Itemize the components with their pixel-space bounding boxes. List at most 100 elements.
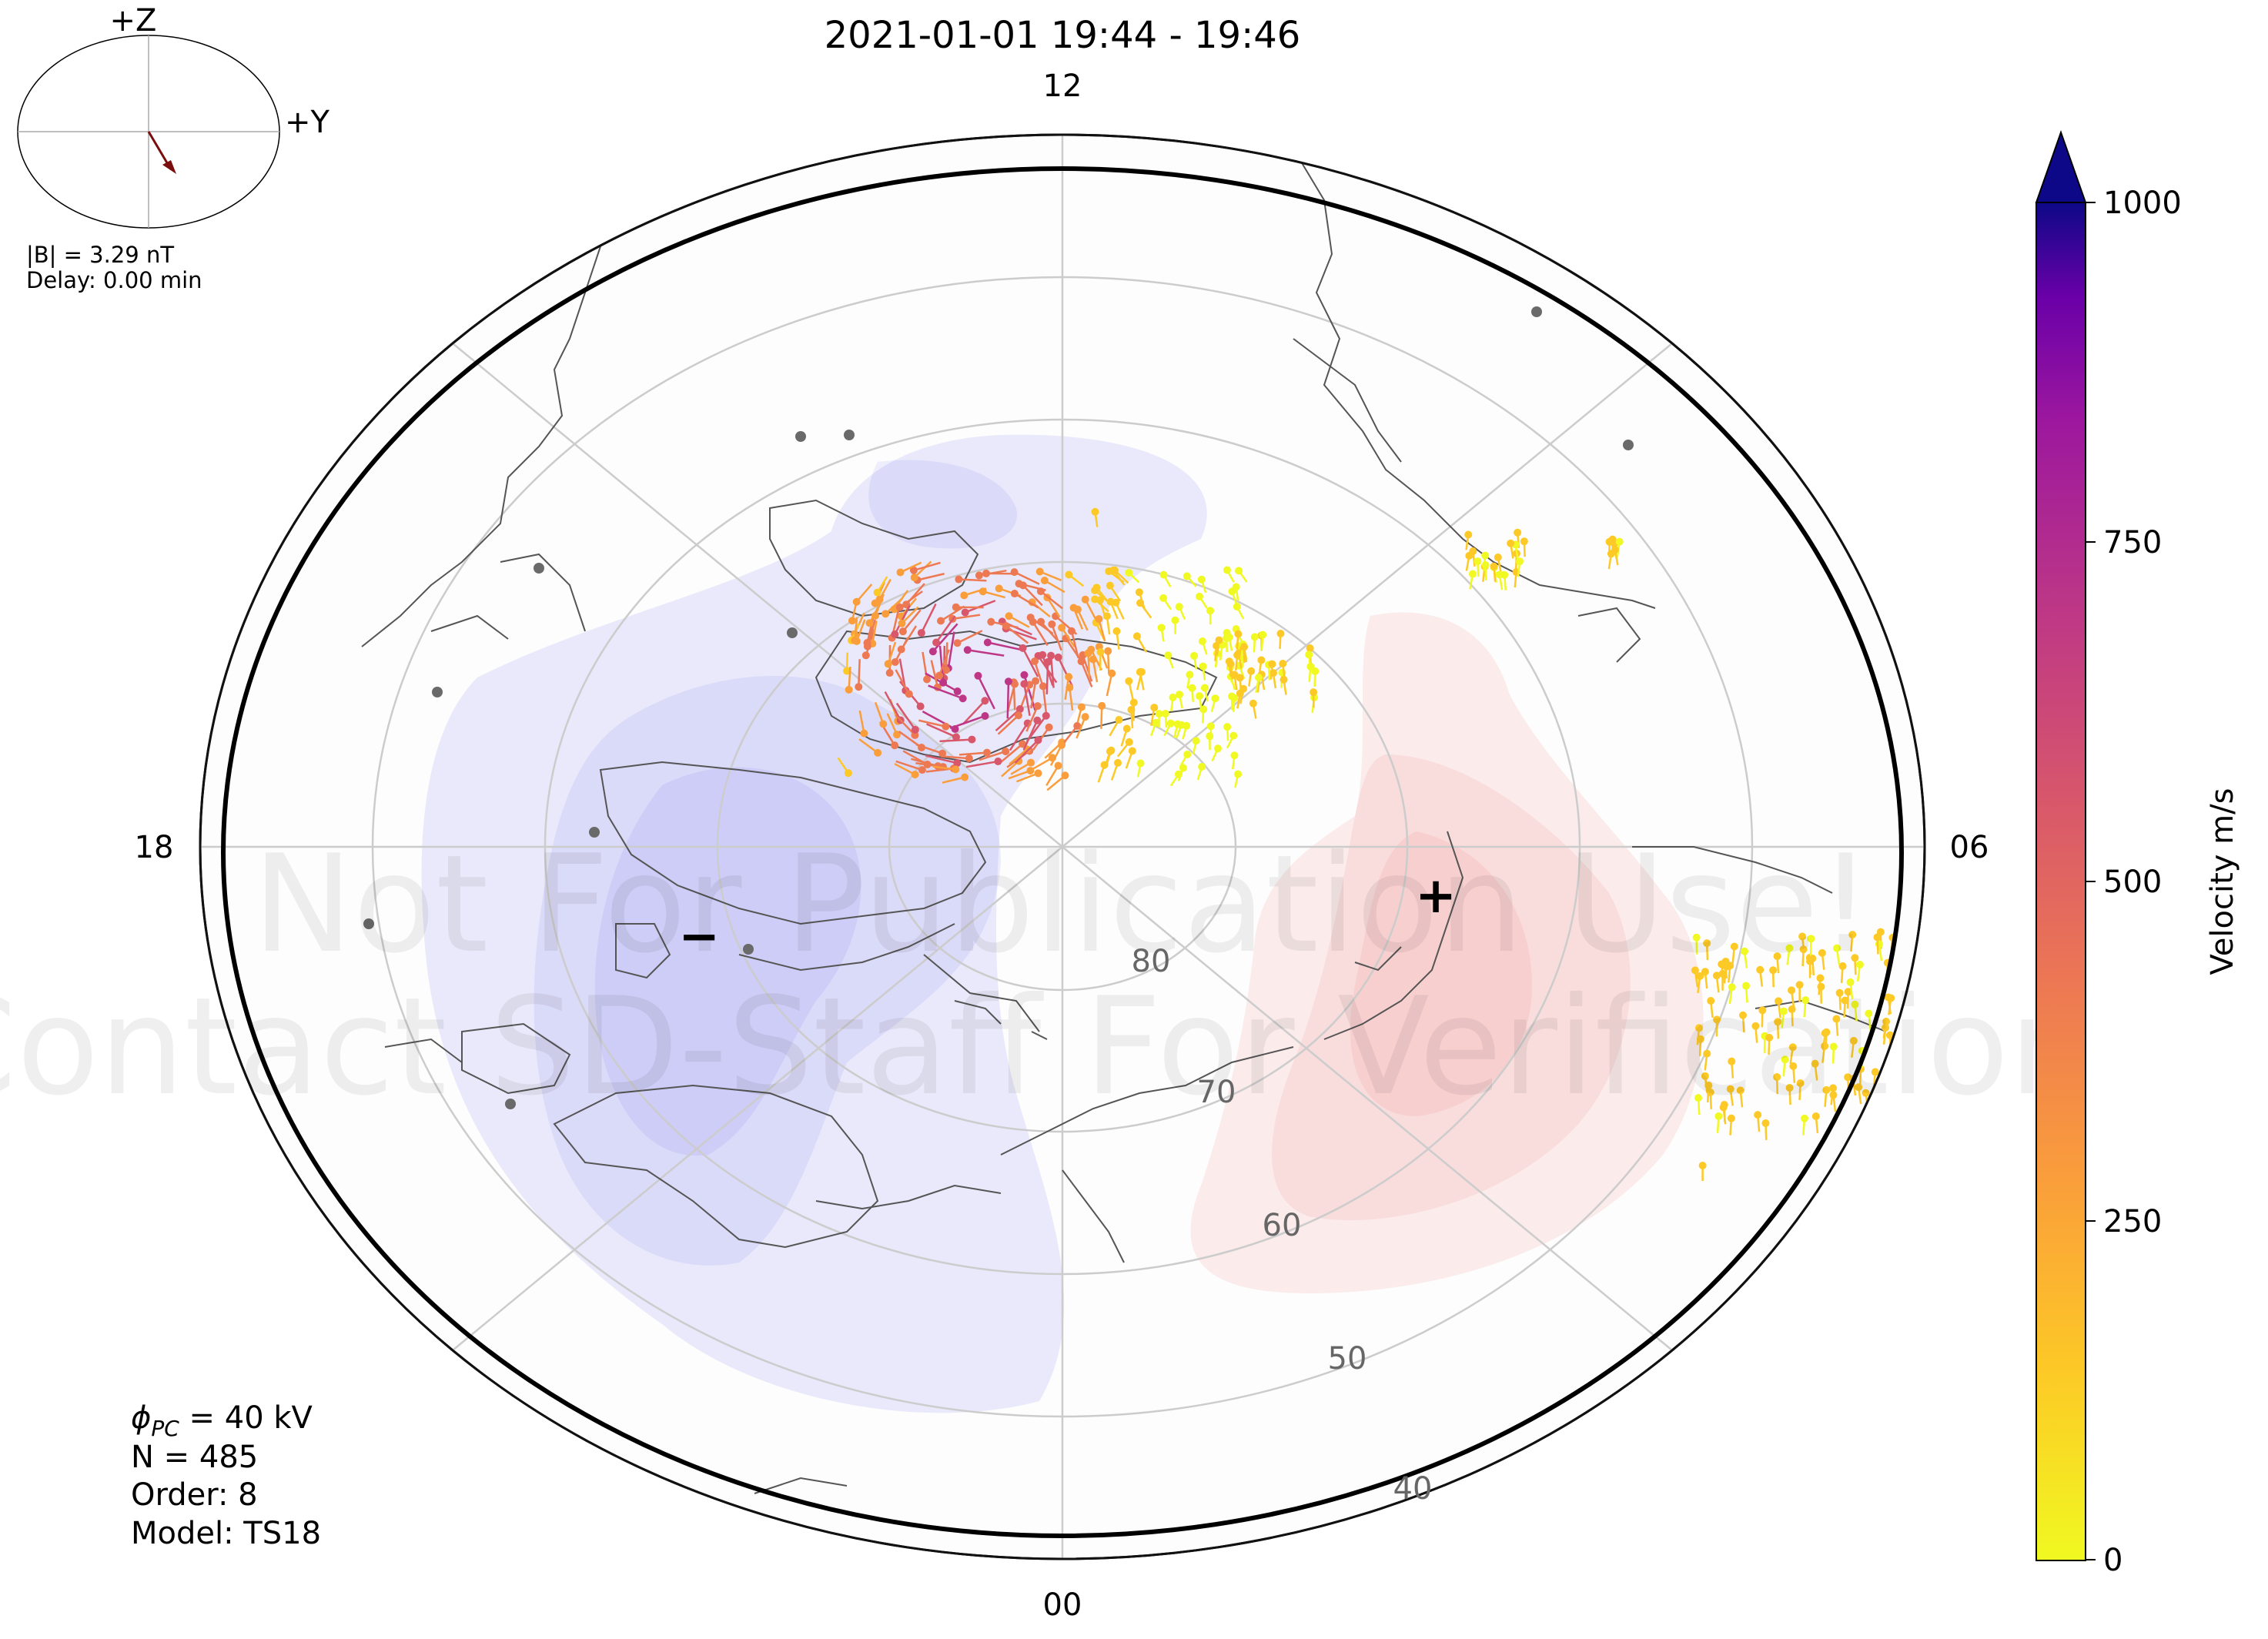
colorbar-tick-500: 500 xyxy=(2103,865,2162,900)
imf-arrow-head xyxy=(162,160,176,174)
vector-origin xyxy=(1520,537,1528,546)
vector-origin xyxy=(1102,612,1111,620)
vector-origin xyxy=(1122,724,1131,733)
vector-origin xyxy=(1727,1114,1735,1122)
velocity-vector xyxy=(1046,597,1061,618)
vector-origin xyxy=(871,599,879,607)
velocity-vector xyxy=(855,619,866,642)
velocity-vector xyxy=(958,578,987,582)
vector-origin xyxy=(1474,557,1482,566)
vector-origin xyxy=(1726,1085,1734,1093)
velocity-vector xyxy=(1029,617,1054,635)
vector-origin xyxy=(1048,620,1056,628)
velocity-vector xyxy=(1008,769,1031,780)
vector-origin xyxy=(1276,630,1285,638)
vector-origin xyxy=(1100,761,1109,769)
colorbar-tick-0: 0 xyxy=(2103,1543,2122,1578)
vector-origin xyxy=(1751,1022,1760,1030)
velocity-colorbar: 1000 750 500 250 0 Velocity m/s xyxy=(2035,129,2240,1578)
vector-origin xyxy=(1175,603,1183,611)
watermark-line-1: Not For Publication Use! xyxy=(253,827,1872,983)
vector-origin xyxy=(1054,761,1062,770)
vector-origin xyxy=(1183,572,1191,580)
vector-origin xyxy=(1719,1103,1728,1112)
velocity-vector xyxy=(997,714,1019,735)
vector-origin xyxy=(1206,732,1214,741)
velocity-vector xyxy=(949,714,985,730)
vector-origin xyxy=(918,766,926,774)
vector-origin xyxy=(1091,586,1099,594)
vector-origin xyxy=(1615,537,1624,546)
vector-origin xyxy=(1095,614,1103,623)
velocity-vector xyxy=(1044,579,1065,594)
velocity-vector xyxy=(1051,624,1062,651)
velocity-vector xyxy=(959,751,988,756)
vector-origin xyxy=(975,571,983,580)
vector-origin xyxy=(1112,627,1121,635)
velocity-vector xyxy=(1061,627,1075,647)
velocity-vector xyxy=(925,754,958,764)
vector-origin xyxy=(1514,528,1522,537)
vector-origin xyxy=(981,712,989,721)
vector-origin xyxy=(1465,551,1474,560)
vector-origin xyxy=(1058,741,1066,749)
vector-origin xyxy=(1106,581,1114,590)
vector-origin xyxy=(1054,653,1062,661)
vector-origin xyxy=(1795,981,1804,989)
velocity-vector xyxy=(1022,584,1043,607)
velocity-vector xyxy=(874,594,885,617)
vector-origin xyxy=(1698,1162,1707,1170)
vector-origin xyxy=(1822,1028,1831,1036)
vector-origin xyxy=(1229,731,1238,740)
vector-origin xyxy=(1186,671,1194,679)
vector-origin xyxy=(923,761,932,769)
vector-origin xyxy=(1829,1042,1838,1051)
vector-origin xyxy=(963,646,972,654)
lat-label-50: 50 xyxy=(1328,1341,1367,1376)
vector-origin xyxy=(1696,972,1704,981)
vector-origin xyxy=(952,765,960,774)
vector-origin xyxy=(1844,988,1852,996)
vector-origin xyxy=(897,645,905,654)
mlt-label-12: 12 xyxy=(1043,69,1082,104)
velocity-vectors xyxy=(837,507,1897,1182)
vector-origin xyxy=(1846,978,1855,986)
vector-origin xyxy=(1247,667,1256,675)
vector-origin xyxy=(1196,692,1204,701)
vector-origin xyxy=(1171,616,1179,624)
vector-origin xyxy=(1089,655,1097,664)
vector-origin xyxy=(1611,546,1619,554)
velocity-vector xyxy=(918,719,946,728)
vector-origin xyxy=(1818,948,1826,957)
vector-origin xyxy=(1026,614,1035,622)
velocity-vector xyxy=(942,776,965,784)
vector-origin xyxy=(995,584,1003,593)
vector-origin xyxy=(1230,751,1239,760)
vector-origin xyxy=(844,769,852,778)
vector-origin xyxy=(1177,721,1186,729)
vector-origin xyxy=(1788,1005,1796,1013)
vector-origin xyxy=(1239,684,1248,693)
vector-origin xyxy=(1703,939,1711,948)
vector-origin xyxy=(873,588,881,597)
vector-origin xyxy=(983,748,992,757)
velocity-vector xyxy=(902,609,922,632)
vector-origin xyxy=(1310,688,1318,697)
velocity-vector xyxy=(853,617,858,641)
vector-origin xyxy=(884,660,892,668)
vector-origin xyxy=(911,771,919,779)
vector-origin xyxy=(1192,737,1200,745)
vector-origin xyxy=(891,630,899,638)
potential-min-marker: − xyxy=(678,908,720,965)
vector-origin xyxy=(1033,716,1042,724)
vector-origin xyxy=(1807,935,1815,943)
vector-origin xyxy=(1108,669,1116,677)
vector-origin xyxy=(1077,657,1085,666)
phi-pc-text: ϕPC = 40 kV xyxy=(131,1400,313,1441)
vector-origin xyxy=(1779,1007,1788,1015)
vector-origin xyxy=(953,639,962,647)
vector-origin xyxy=(981,697,989,705)
vector-origin xyxy=(1091,595,1099,604)
velocity-vector xyxy=(1032,621,1049,647)
vector-origin xyxy=(1811,1112,1820,1120)
